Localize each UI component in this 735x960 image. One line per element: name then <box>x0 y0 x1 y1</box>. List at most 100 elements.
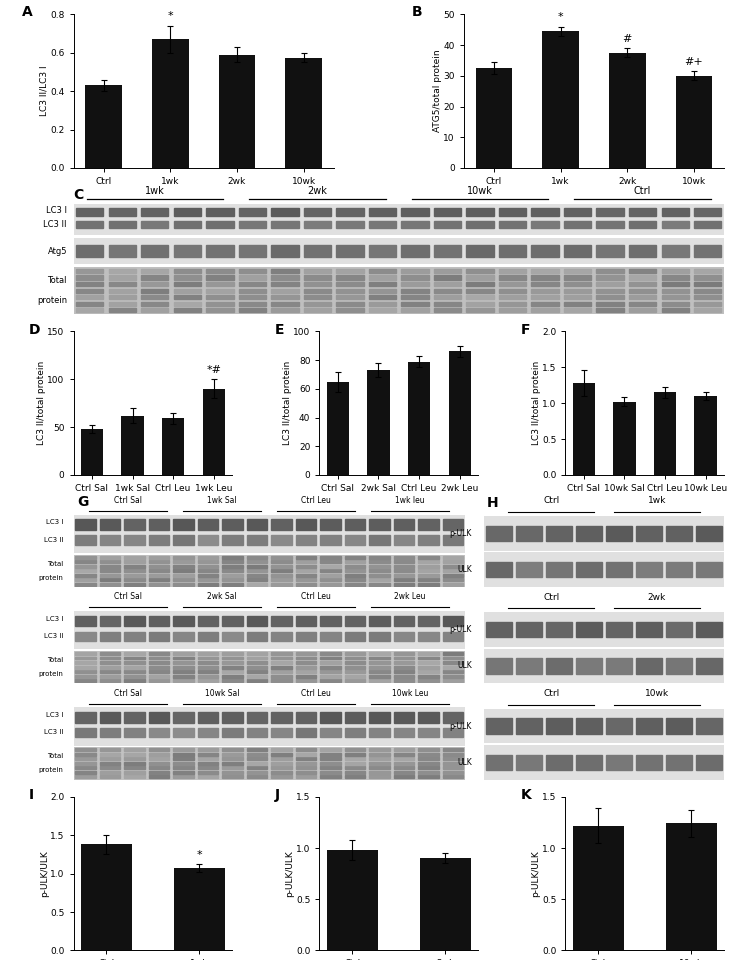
Bar <box>295 675 316 678</box>
Bar <box>198 574 218 577</box>
Bar <box>239 282 266 286</box>
Bar <box>434 246 461 257</box>
Bar <box>222 536 243 544</box>
Bar <box>694 295 721 300</box>
Bar <box>442 556 463 559</box>
Bar <box>149 556 170 559</box>
Bar <box>442 665 463 668</box>
Y-axis label: ATG5/total protein: ATG5/total protein <box>433 50 442 132</box>
Bar <box>629 221 656 228</box>
Bar <box>345 536 365 544</box>
Bar <box>271 246 298 257</box>
Bar <box>76 728 96 737</box>
Bar <box>141 282 168 286</box>
Bar <box>418 574 439 577</box>
Bar <box>418 748 439 751</box>
Bar <box>345 579 365 582</box>
Bar <box>517 526 542 541</box>
Bar <box>573 826 624 950</box>
Bar <box>76 564 96 567</box>
Text: D: D <box>29 323 40 337</box>
Bar <box>320 728 341 737</box>
Bar <box>76 276 104 279</box>
Bar <box>247 712 268 723</box>
Bar <box>369 574 390 577</box>
Bar <box>124 728 145 737</box>
Bar <box>149 771 170 774</box>
Bar <box>320 776 341 779</box>
Bar <box>345 569 365 572</box>
Bar <box>434 276 461 279</box>
Bar <box>304 282 331 286</box>
Bar <box>694 308 721 312</box>
Bar <box>320 753 341 756</box>
Bar <box>247 665 268 668</box>
Bar <box>109 308 136 312</box>
Y-axis label: LC3 II/total protein: LC3 II/total protein <box>37 361 46 445</box>
Bar <box>85 85 122 168</box>
Bar <box>100 766 121 769</box>
Bar <box>109 289 136 293</box>
Bar <box>285 58 322 168</box>
Bar <box>76 661 96 664</box>
Bar <box>418 757 439 760</box>
Bar <box>76 748 96 751</box>
Bar <box>434 289 461 293</box>
Bar <box>247 776 268 779</box>
Bar <box>222 757 243 760</box>
Bar <box>198 675 218 678</box>
Bar <box>239 289 266 293</box>
Bar <box>271 712 292 723</box>
Bar <box>546 526 572 541</box>
Bar <box>222 748 243 751</box>
Bar <box>393 762 414 765</box>
Bar <box>369 282 396 286</box>
Bar <box>320 583 341 586</box>
Bar <box>694 276 721 279</box>
Bar <box>124 583 145 586</box>
Bar <box>81 429 103 475</box>
Bar <box>295 556 316 559</box>
Bar <box>531 295 559 300</box>
Bar <box>222 657 243 660</box>
Bar <box>149 757 170 760</box>
Bar <box>304 301 331 306</box>
Bar <box>173 652 194 655</box>
Bar <box>320 652 341 655</box>
Bar <box>76 753 96 756</box>
Y-axis label: p-ULK/ULK: p-ULK/ULK <box>40 851 49 897</box>
Bar <box>667 622 692 637</box>
Bar <box>271 295 298 300</box>
Text: 10wk Sal: 10wk Sal <box>205 688 240 698</box>
Bar <box>609 53 645 168</box>
Bar <box>499 246 526 257</box>
Text: #: # <box>623 34 632 43</box>
Bar <box>100 771 121 774</box>
Bar <box>467 308 494 312</box>
Bar <box>320 632 341 641</box>
Bar <box>173 670 194 673</box>
Bar <box>442 680 463 683</box>
Bar <box>207 207 234 216</box>
Bar <box>100 748 121 751</box>
Bar <box>369 712 390 723</box>
Bar <box>295 583 316 586</box>
Bar <box>222 661 243 664</box>
Bar <box>418 670 439 673</box>
Bar <box>442 615 463 626</box>
Bar <box>141 276 168 279</box>
Bar <box>369 556 390 559</box>
Bar <box>393 670 414 673</box>
Bar <box>393 615 414 626</box>
Bar <box>442 583 463 586</box>
Bar <box>418 583 439 586</box>
Bar <box>442 728 463 737</box>
Bar <box>393 561 414 564</box>
Bar <box>173 680 194 683</box>
Bar <box>369 579 390 582</box>
Bar <box>546 622 572 637</box>
Bar <box>295 680 316 683</box>
Text: 10wk: 10wk <box>467 186 493 197</box>
Bar <box>173 748 194 751</box>
Bar <box>76 556 96 559</box>
